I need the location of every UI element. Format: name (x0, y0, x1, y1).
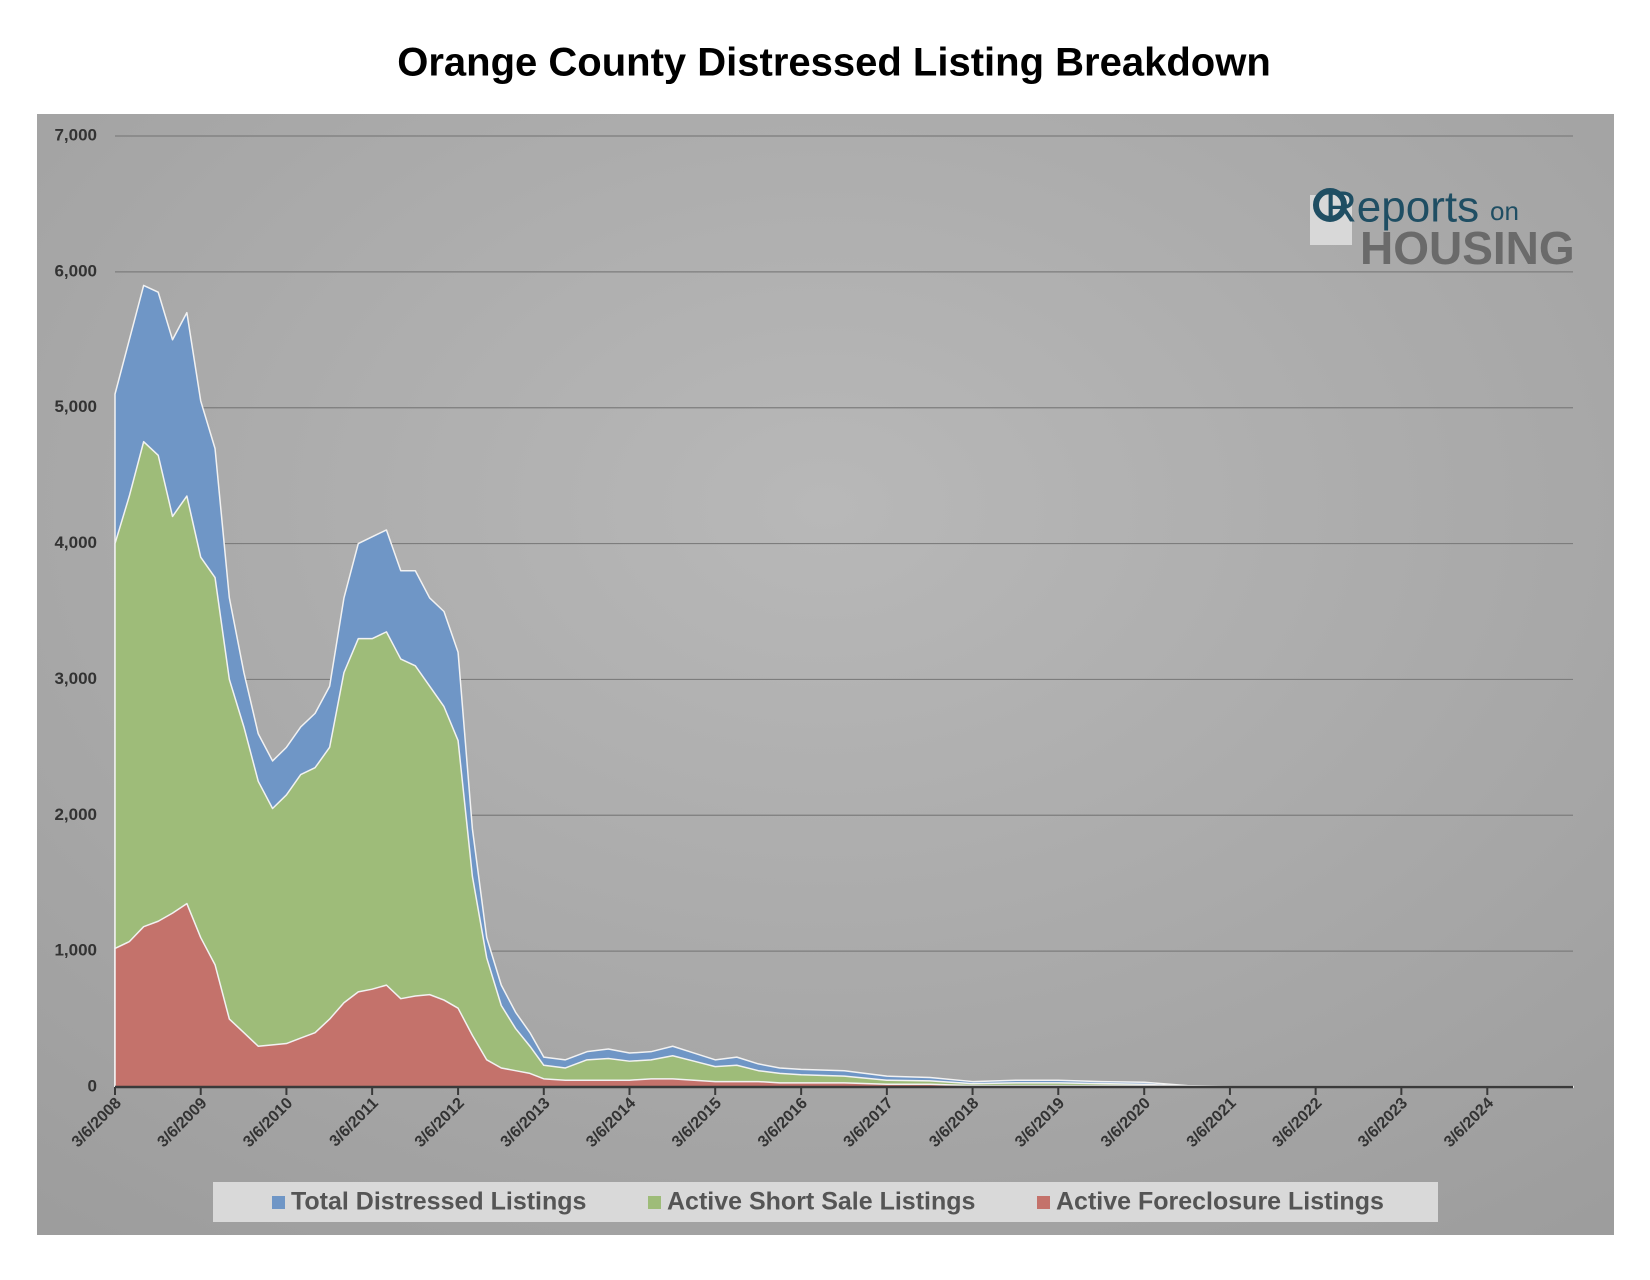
y-tick-label: 1,000 (54, 941, 97, 960)
legend-swatch (648, 1196, 661, 1209)
y-tick-label: 4,000 (54, 533, 97, 552)
legend-swatch (272, 1196, 285, 1209)
logo-text: Reports (1325, 183, 1479, 232)
legend-label: Total Distressed Listings (291, 1188, 586, 1216)
logo-text: HOUSING (1360, 222, 1575, 274)
logo-ring (1313, 188, 1347, 222)
area (114, 902, 1574, 1088)
legend-box (213, 1182, 1438, 1222)
legend-label: Active Foreclosure Listings (1056, 1188, 1384, 1216)
chart-title: Orange County Distressed Listing Breakdo… (397, 41, 1271, 85)
legend-swatch (1037, 1196, 1050, 1209)
legend-label: Active Short Sale Listings (667, 1188, 975, 1216)
y-tick-label: 5,000 (54, 397, 97, 416)
y-tick-label: 3,000 (54, 669, 97, 688)
logo: Reports on HOUSING (1310, 183, 1575, 274)
area (114, 284, 1574, 1088)
y-tick-label: 2,000 (54, 805, 97, 824)
logo-text: on (1490, 196, 1519, 226)
area (114, 440, 1574, 1088)
y-tick-label: 0 (88, 1076, 97, 1095)
y-tick-label: 7,000 (54, 125, 97, 144)
y-tick-label: 6,000 (54, 261, 97, 280)
